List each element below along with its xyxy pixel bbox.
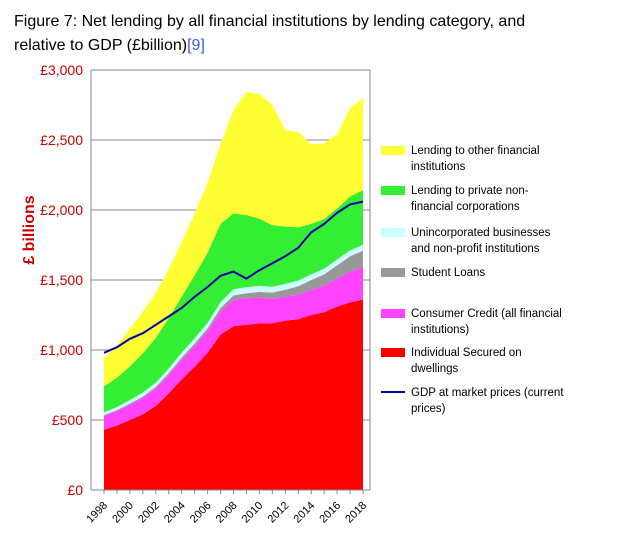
legend-label: institutions): [411, 324, 469, 336]
y-tick-label: £2,500: [40, 132, 83, 148]
y-tick-label: £500: [52, 412, 83, 428]
legend-label: prices): [411, 403, 446, 415]
legend: Lending to other financialinstitutionsLe…: [381, 145, 564, 415]
legend-swatch: [381, 348, 405, 357]
legend-label: dwellings: [411, 363, 459, 375]
area-student-loans: [104, 250, 363, 416]
area-consumer-credit-all-financial-institutions: [104, 267, 363, 430]
legend-item-lending-to-private-non-financial-corporations: Lending to private non-financial corpora…: [381, 185, 529, 213]
legend-swatch: [381, 146, 405, 155]
x-tick-label: 2006: [188, 500, 214, 526]
legend-swatch: [381, 268, 405, 277]
y-tick-label: £1,000: [40, 342, 83, 358]
gdp-line: [103, 200, 364, 354]
x-tick-label: 2016: [317, 500, 343, 526]
legend-swatch: [381, 186, 405, 195]
x-tick-label: 2018: [343, 500, 369, 526]
legend-label: financial corporations: [411, 201, 520, 213]
area-individual-secured-on-dwellings: [104, 299, 363, 490]
area-lending-to-private-non-financial-corporations: [104, 190, 363, 413]
x-tick-label: 2010: [240, 500, 266, 526]
legend-swatch: [381, 309, 405, 318]
legend-item-gdp-at-market-prices-current-prices: GDP at market prices (current prices): [381, 387, 564, 415]
legend-label: institutions: [411, 161, 466, 173]
x-tick-label: 2008: [214, 500, 240, 526]
legend-label: Consumer Credit (all financial: [411, 308, 562, 320]
legend-label: Lending to other financial: [411, 145, 540, 157]
legend-label: Individual Secured on: [411, 347, 522, 359]
axes: £0 £500 £1,000 £1,500 £2,000 £2,500 £3,000 1998…: [21, 62, 370, 525]
x-tick-label: 2012: [266, 500, 292, 526]
x-tick-label: 2000: [110, 500, 136, 526]
y-tick-label: £3,000: [40, 62, 83, 78]
legend-item-student-loans: Student Loans: [381, 267, 485, 279]
legend-label: Unincorporated businesses: [411, 227, 551, 239]
y-tick-label: £0: [67, 482, 83, 498]
legend-label: Lending to private non-: [411, 185, 529, 197]
caption-line-1: Figure 7: Net lending by all financial i…: [14, 13, 526, 30]
legend-item-consumer-credit-all-financial-institutions: Consumer Credit (all financial institutio…: [381, 308, 562, 336]
x-tick-label: 2002: [136, 500, 162, 526]
legend-item-individual-secured-on-dwellings: Individual Secured on dwellings: [381, 347, 522, 375]
legend-label: and non-profit institutions: [411, 243, 540, 255]
caption-reference-link[interactable]: [9]: [187, 37, 205, 54]
y-tick-label: £2,000: [40, 202, 83, 218]
legend-label: GDP at market prices (current: [411, 387, 564, 399]
y-tick-label: £1,500: [40, 272, 83, 288]
x-tick-label: 2004: [162, 500, 188, 526]
legend-label: Student Loans: [411, 267, 485, 279]
x-tick-label: 2014: [292, 500, 318, 526]
legend-item-unincorporated-businesses-and-non-profit-institutions: Unincorporated businesses and non-profit …: [381, 227, 551, 255]
figure-caption: Figure 7: Net lending by all financial i…: [14, 10, 614, 58]
area-lending-to-other-financial-institutions: [104, 91, 363, 387]
stacked-areas: [104, 91, 363, 490]
legend-item-lending-to-other-financial-institutions: Lending to other financial institutions: [381, 145, 540, 173]
area-unincorporated-businesses-and-non-profit-institutions: [104, 244, 363, 416]
y-axis-title: £ billions: [21, 195, 38, 264]
gdp-line-group: [103, 200, 364, 354]
caption-line-2: relative to GDP (£billion): [14, 37, 188, 54]
x-tick-label: 1998: [84, 500, 110, 526]
legend-swatch: [381, 228, 405, 237]
